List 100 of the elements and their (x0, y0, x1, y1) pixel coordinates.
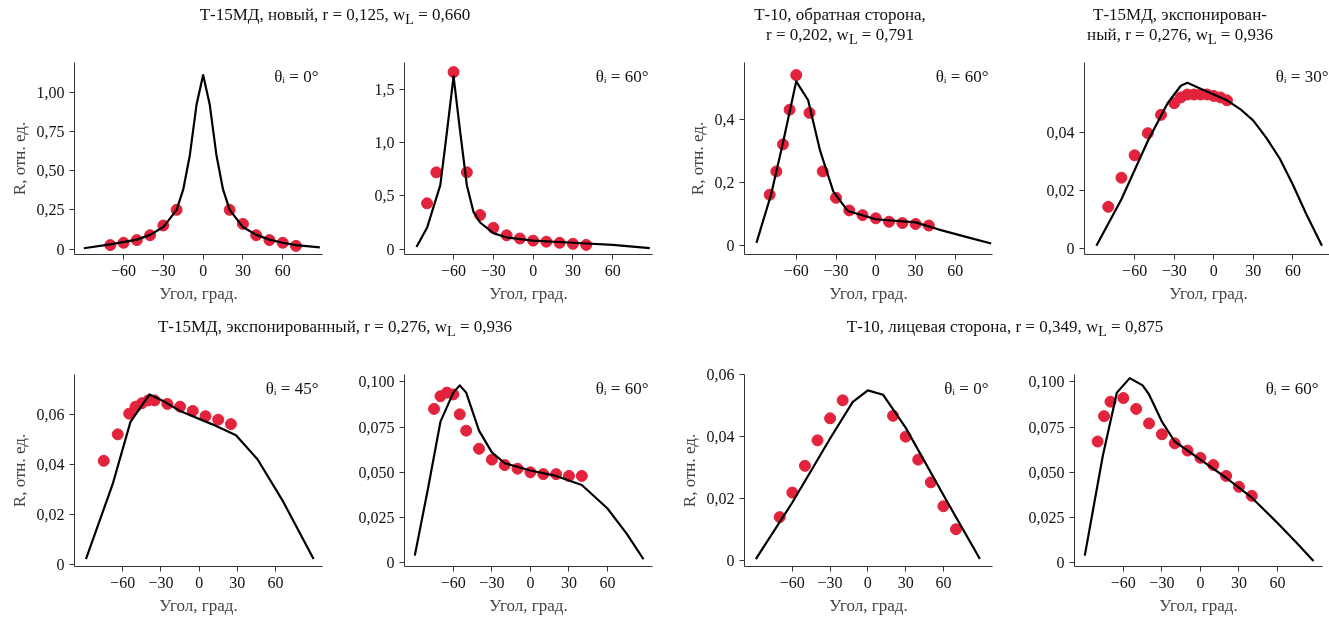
y-tick-label: 0,2 (714, 173, 735, 191)
point (1102, 200, 1115, 213)
point (790, 69, 803, 82)
x-tick-label: 0 (195, 573, 204, 591)
annotation: θᵢ = 60° (1265, 378, 1319, 398)
x-tick-label: 0 (863, 573, 872, 591)
y-tick-label: 0 (386, 240, 395, 258)
x-tick-label: 30 (907, 261, 924, 279)
x-tick-label: 60 (947, 261, 964, 279)
point (824, 412, 837, 425)
x-axis-title: Угол, град. (159, 595, 238, 615)
y-axis-title: R, отн. ед. (9, 433, 29, 508)
point (1130, 402, 1143, 415)
y-tick-label: 0,06 (36, 405, 65, 423)
point (473, 442, 486, 455)
line-series (84, 393, 315, 561)
x-tick-label: −30 (1149, 573, 1175, 591)
x-tick-label: 30 (229, 573, 246, 591)
y-tick-label: 0 (386, 554, 395, 572)
x-tick-label: 60 (274, 261, 291, 279)
line-series (1095, 81, 1324, 247)
annotation: θᵢ = 60° (595, 66, 649, 86)
y-tick-label: 0,075 (1028, 418, 1065, 436)
x-tick-label: −60 (779, 573, 805, 591)
x-tick-label: 30 (560, 573, 577, 591)
point (460, 424, 473, 437)
point (1115, 171, 1128, 184)
y-tick-label: 0,050 (358, 463, 395, 481)
point (811, 434, 824, 447)
point (485, 453, 498, 466)
x-tick-label: 60 (1284, 261, 1301, 279)
x-tick-label: 30 (897, 573, 914, 591)
x-tick-label: −60 (783, 261, 809, 279)
point (212, 413, 225, 426)
annotation: θᵢ = 60° (935, 66, 989, 86)
x-tick-label: −30 (479, 573, 505, 591)
x-tick-label: 0 (529, 261, 538, 279)
y-tick-label: 0,4 (714, 110, 735, 128)
annotation: θᵢ = 30° (1275, 66, 1329, 86)
point (186, 404, 199, 417)
x-axis-title: Угол, град. (829, 595, 908, 615)
x-tick-label: −60 (440, 573, 466, 591)
point (798, 459, 811, 472)
point (1098, 410, 1111, 423)
x-axis-title: Угол, град. (1169, 283, 1248, 303)
y-tick-label: 0,02 (1046, 182, 1075, 199)
x-tick-label: −30 (1161, 261, 1187, 279)
point (1091, 435, 1104, 448)
x-tick-label: −30 (148, 573, 174, 591)
y-axis-title: R, отн. ед. (687, 121, 707, 196)
y-tick-label: 0,02 (706, 490, 735, 508)
x-axis-title: Угол, град. (489, 595, 568, 615)
x-tick-label: −30 (150, 261, 176, 279)
point (575, 469, 588, 482)
annotation: θᵢ = 0° (944, 378, 989, 398)
x-tick-label: 30 (234, 261, 251, 279)
y-tick-label: 0 (726, 236, 735, 254)
y-tick-label: 0,5 (374, 187, 395, 205)
x-tick-label: 60 (935, 573, 952, 591)
y-tick-label: 0,02 (36, 505, 65, 523)
y-tick-label: 0,100 (1028, 373, 1065, 391)
y-axis-title: R, отн. ед. (679, 433, 699, 508)
x-tick-label: 30 (1245, 261, 1262, 279)
y-tick-label: 0,025 (1028, 509, 1065, 527)
x-tick-label: 0 (1209, 261, 1218, 279)
y-tick-label: 0 (726, 552, 735, 570)
y-tick-label: 0 (56, 240, 65, 258)
y-tick-label: 0 (1066, 240, 1075, 258)
y-tick-label: 1,00 (36, 83, 65, 101)
point (1143, 417, 1156, 430)
x-axis-title: Угол, град. (489, 283, 568, 303)
point (1128, 149, 1141, 162)
x-tick-label: −60 (441, 261, 467, 279)
point (453, 408, 466, 421)
point (836, 394, 849, 407)
point (1155, 428, 1168, 441)
point (224, 418, 237, 431)
x-tick-label: 0 (1196, 573, 1205, 591)
point (430, 166, 443, 179)
chart-title: Т-10, обратная сторона, r = 0,202, w$_{L}$ = 0,791 (754, 5, 926, 48)
y-axis-title: R, отн. ед. (9, 121, 29, 196)
point (937, 500, 950, 513)
point (447, 66, 460, 79)
x-tick-label: 30 (1230, 573, 1247, 591)
y-tick-label: 0,04 (36, 455, 65, 473)
x-tick-label: 0 (526, 573, 535, 591)
x-tick-label: 30 (564, 261, 581, 279)
x-tick-label: −60 (111, 261, 137, 279)
x-axis-title: Угол, град. (829, 283, 908, 303)
point (111, 428, 124, 441)
x-axis-title: Угол, град. (159, 283, 238, 303)
y-tick-label: 0,04 (706, 428, 735, 446)
y-tick-label: 0,75 (36, 122, 65, 140)
chart-title: Т-10, лицевая сторона, r = 0,349, w$_{L}$ = 0,875 (846, 317, 1164, 340)
y-tick-label: 0 (56, 555, 65, 573)
x-tick-label: 60 (604, 261, 621, 279)
y-tick-label: 0,50 (36, 162, 65, 180)
point (1117, 392, 1130, 405)
point (428, 402, 441, 415)
y-tick-label: 0,04 (1046, 123, 1075, 141)
